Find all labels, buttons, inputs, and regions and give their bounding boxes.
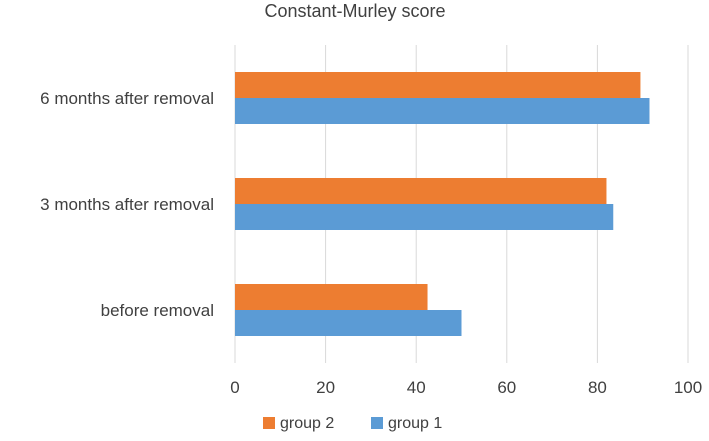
x-tick-label: 0: [230, 378, 239, 397]
x-tick-labels: 0 20 40 60 80 100: [230, 378, 702, 397]
bar-group-1: [235, 204, 614, 230]
category-label: 6 months after removal: [40, 89, 214, 108]
legend: group 2 group 1: [263, 415, 442, 432]
x-tick-label: 60: [497, 378, 516, 397]
bars: [235, 72, 650, 336]
legend-swatch: [263, 417, 275, 429]
category-label: 3 months after removal: [40, 195, 214, 214]
x-tick-label: 100: [674, 378, 702, 397]
legend-label: group 1: [388, 415, 442, 432]
bar-group-2: [235, 284, 428, 310]
bar-group-2: [235, 72, 641, 98]
legend-label: group 2: [280, 415, 334, 432]
category-labels: before removal 3 months after removal 6 mo…: [40, 89, 214, 320]
x-tick-label: 80: [588, 378, 607, 397]
bar-group-1: [235, 310, 462, 336]
chart-title: Constant-Murley score: [264, 1, 445, 21]
bar-group-2: [235, 178, 607, 204]
x-tick-label: 40: [407, 378, 426, 397]
legend-swatch: [371, 417, 383, 429]
bar-group-1: [235, 98, 650, 124]
category-label: before removal: [101, 301, 214, 320]
x-tick-label: 20: [316, 378, 335, 397]
